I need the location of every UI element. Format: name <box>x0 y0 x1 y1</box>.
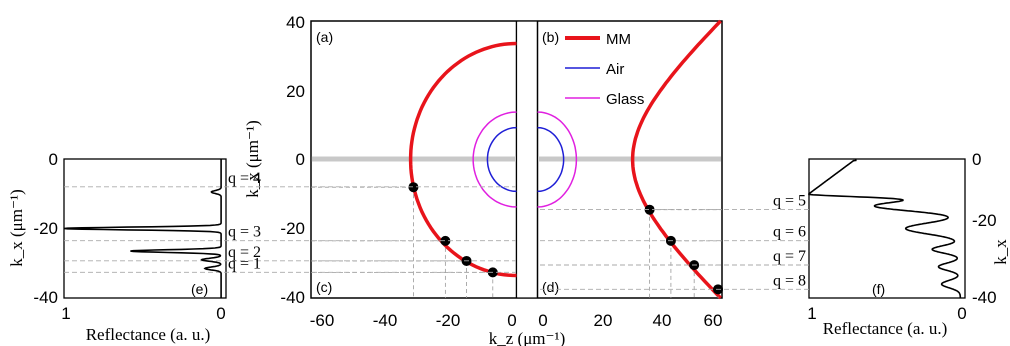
q-label: q = 7 <box>773 248 806 265</box>
panel-label-e: (e) <box>191 281 208 297</box>
x-tick-label: 0 <box>538 311 547 330</box>
panel-label-d: (d) <box>542 279 559 295</box>
side-panel-f-frame <box>808 158 966 299</box>
y-tick-label: 0 <box>296 150 305 169</box>
side-e-ylabel: k_x (μm⁻¹) <box>7 189 26 266</box>
q-label: q = 8 <box>773 272 806 289</box>
reflectance-curve <box>63 159 222 298</box>
x-tick-label: -60 <box>310 311 335 330</box>
q-label: q = 6 <box>773 224 806 241</box>
side-f-x-tick: 1 <box>807 304 816 323</box>
mm-curve-right <box>630 19 722 300</box>
side-e-xlabel: Reflectance (a. u.) <box>86 325 211 344</box>
side-f-xlabel: Reflectance (a. u.) <box>823 319 948 338</box>
x-tick-label: -40 <box>373 311 398 330</box>
y-tick-label: -20 <box>280 219 305 238</box>
glass-circle-right <box>537 111 578 208</box>
side-f-y-tick: -20 <box>972 211 997 230</box>
panel-label-f: (f) <box>872 281 885 297</box>
panel-gap <box>517 21 538 298</box>
legend-label-air: Air <box>606 61 624 78</box>
q-label: q = 1 <box>228 255 261 272</box>
y-tick-label: 40 <box>286 13 305 32</box>
x-tick-label: -20 <box>436 311 461 330</box>
legend-label-mm: MM <box>606 31 631 48</box>
x-tick-label: 0 <box>507 311 516 330</box>
side-f-y-tick: -40 <box>972 288 997 307</box>
side-f-ylabel: k_x <box>991 239 1010 265</box>
side-e-y-tick: 0 <box>49 150 58 169</box>
side-f-x-tick: 0 <box>957 304 966 323</box>
main-y-ticks: 40 20 0 -20 -40 <box>280 13 305 307</box>
mode-point-left <box>440 235 451 246</box>
q-label: q = 2 <box>228 244 261 261</box>
q-label: q = 4 <box>228 170 261 187</box>
y-tick-label: -40 <box>280 288 305 307</box>
side-e-x-tick: 1 <box>61 304 70 323</box>
x-tick-label: 20 <box>594 311 613 330</box>
x-tick-label: 40 <box>653 311 672 330</box>
glass-circle-left <box>472 111 517 208</box>
x-tick-label: 60 <box>704 311 723 330</box>
legend-label-glass: Glass <box>606 91 644 108</box>
side-e-x-tick: 0 <box>216 304 225 323</box>
mode-point-left <box>408 182 419 193</box>
air-circle-right <box>537 126 565 193</box>
air-circle-left <box>486 126 517 193</box>
legend: MM Air Glass <box>565 31 644 108</box>
main-x-ticks: -60 -40 -20 0 0 20 40 60 <box>310 311 723 330</box>
side-f-y-tick: 0 <box>972 150 981 169</box>
y-tick-label: 20 <box>286 82 305 101</box>
panel-label-a: (a) <box>316 29 333 45</box>
q-label: q = 3 <box>228 224 261 241</box>
q-label: q = 5 <box>773 192 806 209</box>
side-e-y-tick: -40 <box>33 288 58 307</box>
mode-point-right <box>644 204 655 215</box>
main-ylabel: k_x (μm⁻¹) <box>243 120 262 197</box>
side-panel-f-content: q = 5 q = 6 q = 7 q = 8 <box>537 159 962 298</box>
side-e-y-tick: -20 <box>33 219 58 238</box>
panel-label-b: (b) <box>542 29 559 45</box>
main-xlabel: k_z (μm⁻¹) <box>489 329 566 346</box>
panel-label-c: (c) <box>316 279 332 295</box>
side-panel-e-content: q = 4 q = 3 q = 2q = 1 <box>63 159 516 298</box>
reflectance-curve <box>808 159 962 298</box>
